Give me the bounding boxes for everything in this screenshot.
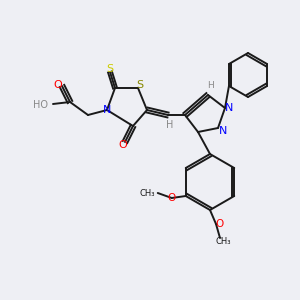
Text: CH₃: CH₃	[215, 236, 231, 245]
Text: N: N	[225, 103, 233, 113]
Text: S: S	[136, 80, 144, 90]
Text: O: O	[168, 193, 176, 203]
Text: O: O	[216, 219, 224, 229]
Text: H: H	[166, 120, 174, 130]
Text: HO: HO	[33, 100, 48, 110]
Text: N: N	[219, 126, 227, 136]
Text: H: H	[208, 82, 214, 91]
Text: O: O	[118, 140, 127, 150]
Text: O: O	[54, 80, 62, 90]
Text: N: N	[103, 105, 111, 115]
Text: CH₃: CH₃	[139, 188, 155, 197]
Text: S: S	[106, 64, 114, 74]
